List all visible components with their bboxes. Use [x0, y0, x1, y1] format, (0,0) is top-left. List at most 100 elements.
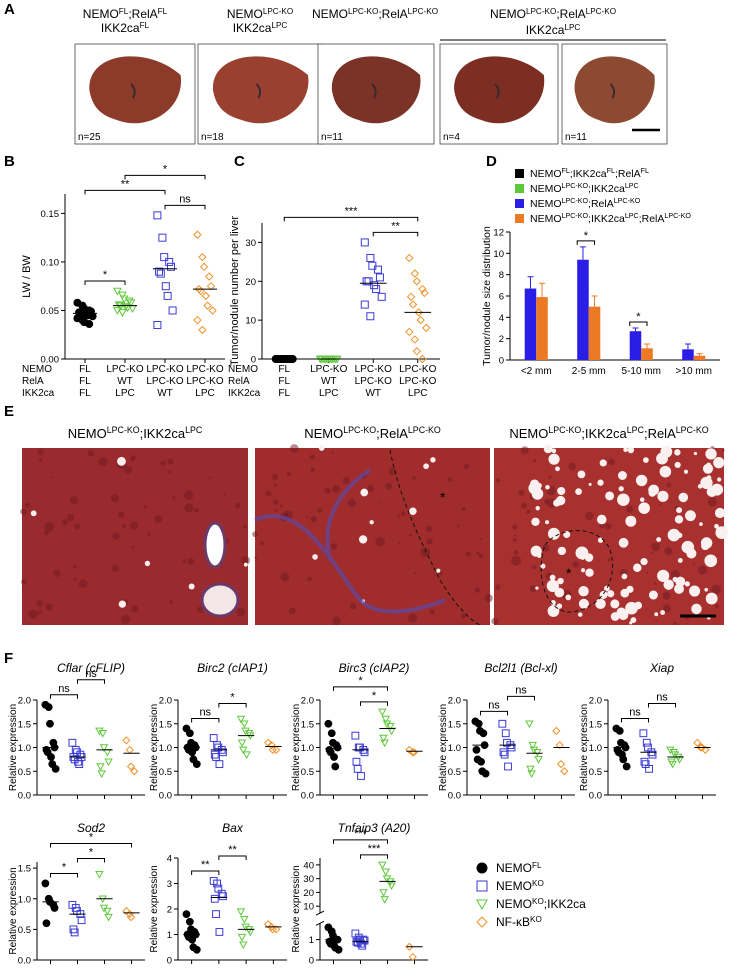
- bar: [536, 297, 548, 360]
- fat-droplet: [555, 466, 560, 472]
- point: [126, 762, 136, 771]
- point: [362, 277, 371, 286]
- tissue-texture: [51, 476, 54, 479]
- fat-droplet: [633, 563, 642, 572]
- point: [219, 748, 227, 757]
- significance-label: *: [89, 846, 94, 858]
- fat-droplet: [575, 546, 589, 560]
- row-cell: LPC-KO: [146, 364, 183, 375]
- tissue-texture: [568, 462, 576, 471]
- fat-droplet: [535, 586, 539, 590]
- y-tick-label: 0: [167, 956, 172, 967]
- row-cell: LPC: [195, 388, 214, 399]
- point: [121, 303, 131, 312]
- label: NEMOLPC-KO;RelALPC-KO: [304, 425, 441, 441]
- fat-droplet: [578, 598, 589, 609]
- point: [272, 925, 281, 934]
- point: [185, 729, 194, 738]
- fat-droplet: [536, 482, 542, 489]
- tissue-texture: [332, 485, 341, 493]
- point: [648, 750, 657, 759]
- superscript: LPC-KO: [408, 7, 438, 16]
- panel-label: E: [4, 403, 14, 420]
- superscript: LPC-KO: [348, 7, 378, 16]
- tissue-texture: [280, 572, 290, 582]
- label: NEMOLPC-KO;RelALPC-KO: [530, 197, 641, 210]
- label: NEMOLPC-KO;IKK2caLPC;RelALPC-KO: [530, 212, 691, 225]
- y-tick-label: 1.5: [159, 719, 172, 730]
- text-part: NEMO: [530, 183, 562, 195]
- fat-droplet: [585, 568, 594, 577]
- liver-vessel: [371, 83, 377, 99]
- fat-droplet: [430, 457, 436, 463]
- superscript: LPC-KO: [408, 425, 441, 435]
- x-tick-label: 5-10 mm: [622, 366, 661, 377]
- point: [527, 770, 536, 779]
- tissue-texture: [66, 513, 75, 522]
- point: [479, 729, 488, 738]
- histology-image: [494, 448, 724, 625]
- error-bar: [527, 276, 534, 289]
- tissue-texture: [400, 511, 406, 516]
- bar: [682, 349, 694, 360]
- fat-droplet: [30, 510, 37, 517]
- fat-droplet: [674, 515, 684, 524]
- fat-droplet: [599, 590, 608, 599]
- tissue-texture: [495, 584, 501, 590]
- tissue-texture: [154, 515, 163, 524]
- row-cell: LPC-KO: [399, 376, 436, 387]
- legend-swatch: [515, 214, 524, 223]
- text-part: ;RelA: [378, 7, 407, 21]
- tissue-texture: [36, 600, 44, 607]
- y-tick-label: 10: [493, 249, 504, 260]
- tissue-texture: [722, 449, 725, 452]
- point: [46, 719, 54, 728]
- tissue-texture: [167, 470, 172, 474]
- row-cell: LPC-KO: [399, 364, 436, 375]
- superscript: LPC-KO: [107, 425, 140, 435]
- point: [351, 731, 360, 740]
- y-tick-label: 1.0: [18, 894, 31, 905]
- significance-label: **: [228, 844, 237, 856]
- liver-vessel: [255, 83, 262, 99]
- text-part: IKK2ca: [101, 21, 140, 35]
- significance-label: ns: [58, 683, 70, 695]
- point: [199, 262, 209, 272]
- point: [219, 892, 227, 901]
- point: [213, 741, 222, 750]
- point: [203, 301, 212, 310]
- fat-droplet: [715, 526, 729, 539]
- significance-bracket: [84, 280, 126, 286]
- significance-bracket: [164, 204, 206, 210]
- significance-bracket: [648, 703, 676, 708]
- point: [378, 861, 387, 870]
- fat-droplet: [706, 486, 718, 497]
- nodule-border: [389, 449, 481, 626]
- point: [50, 904, 59, 912]
- point: [198, 252, 207, 262]
- label: NEMOLPC-KO;IKK2caLPC: [68, 425, 203, 441]
- y-tick-label: 2.0: [18, 696, 31, 707]
- fat-droplet: [643, 457, 649, 463]
- point: [85, 320, 94, 329]
- fat-droplet: [657, 575, 662, 580]
- label: NEMOLPC-KO;RelALPC-KO: [490, 7, 616, 22]
- superscript: FL: [158, 7, 168, 16]
- point: [324, 719, 333, 728]
- point: [74, 757, 82, 766]
- row-cell: LPC: [115, 388, 134, 399]
- point: [236, 908, 246, 916]
- tissue-texture: [61, 519, 68, 526]
- text-part: ;RelA: [376, 426, 408, 441]
- tissue-texture: [144, 504, 148, 509]
- point: [418, 354, 427, 364]
- point: [552, 726, 561, 735]
- point: [215, 760, 224, 769]
- tissue-texture: [514, 534, 517, 537]
- y-tick-label: 0.00: [41, 355, 60, 366]
- fat-droplet: [648, 590, 658, 600]
- superscript: LPC-KO: [263, 7, 293, 16]
- y-tick-label: 0.05: [41, 306, 60, 317]
- tissue-texture: [235, 502, 241, 509]
- fat-droplet: [674, 449, 681, 456]
